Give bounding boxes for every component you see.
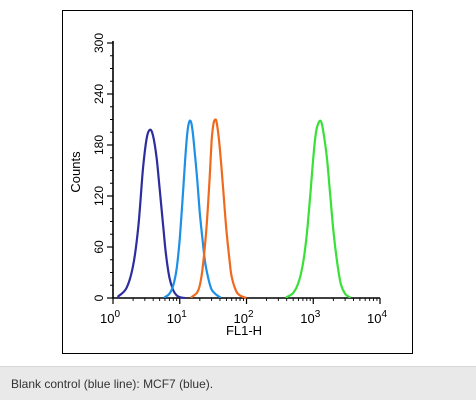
histogram-series-3	[190, 118, 247, 300]
x-tick-label: 101	[167, 309, 187, 326]
x-tick-label: 100	[100, 309, 120, 326]
histogram-series-4	[285, 119, 351, 299]
y-tick-label: 180	[92, 135, 106, 155]
figure-frame	[62, 10, 413, 354]
figure-caption: Blank control (blue line): MCF7 (blue).	[11, 377, 214, 391]
figure-panel: Counts FL1-H 0 60 120 180 240 300 100 101 102 103…	[62, 10, 413, 354]
y-tick-label: 300	[92, 33, 106, 53]
y-tick-label: 120	[92, 186, 106, 206]
histogram-chart: Counts FL1-H 0 60 120 180 240 300 100 101 102 103…	[68, 33, 387, 338]
histogram-series-2	[163, 119, 221, 299]
x-tick-label: 104	[367, 309, 387, 326]
x-tick-label: 103	[300, 309, 320, 326]
caption-bar: Blank control (blue line): MCF7 (blue).	[0, 366, 476, 400]
x-axis-label: FL1-H	[226, 323, 262, 338]
y-tick-label: 60	[92, 240, 106, 254]
histogram-series-1	[117, 128, 186, 300]
y-tick-label: 0	[92, 294, 106, 301]
x-tick-label: 102	[233, 309, 253, 326]
y-axis-label: Counts	[68, 151, 83, 193]
y-tick-label: 240	[92, 84, 106, 104]
